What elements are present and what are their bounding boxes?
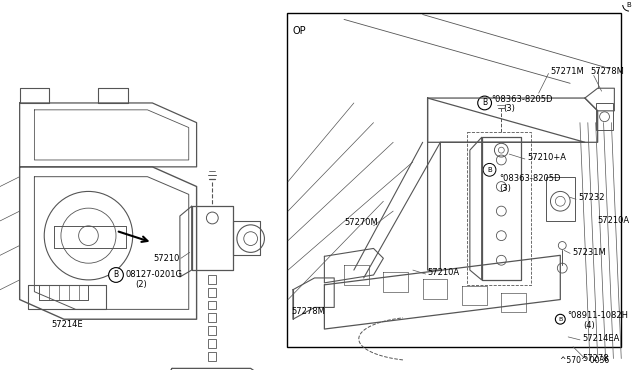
Text: 08127-0201G: 08127-0201G	[126, 270, 183, 279]
Bar	[209, 301, 216, 310]
Circle shape	[556, 314, 565, 324]
Bar	[287, 13, 621, 347]
Circle shape	[109, 267, 124, 282]
Text: (3): (3)	[503, 105, 515, 113]
Bar	[596, 103, 613, 131]
Text: °08911-1082H: °08911-1082H	[567, 311, 628, 320]
Bar	[467, 132, 531, 285]
Text: 57271M: 57271M	[550, 67, 584, 76]
Text: 57214EA: 57214EA	[582, 334, 620, 343]
Circle shape	[477, 96, 492, 110]
Text: B: B	[113, 270, 118, 279]
Text: °08363-8205D
(3): °08363-8205D (3)	[499, 174, 561, 193]
Bar	[209, 313, 216, 322]
Text: 57210: 57210	[154, 254, 180, 263]
Text: B: B	[558, 317, 563, 322]
Bar	[209, 352, 216, 360]
Bar	[545, 177, 575, 221]
Text: 57278: 57278	[582, 354, 609, 363]
Text: °08363-8205D: °08363-8205D	[492, 94, 553, 103]
Text: 57210+A: 57210+A	[527, 153, 566, 161]
Circle shape	[623, 0, 636, 11]
Bar	[209, 326, 216, 335]
Text: 57231M: 57231M	[572, 248, 606, 257]
Text: B: B	[482, 99, 487, 108]
Bar	[209, 339, 216, 348]
Circle shape	[483, 163, 496, 176]
Text: B: B	[627, 1, 632, 8]
Bar	[209, 275, 216, 284]
Text: OP: OP	[293, 26, 307, 36]
Text: 57278M: 57278M	[591, 67, 625, 76]
Text: 57214E: 57214E	[51, 320, 83, 328]
Text: (4): (4)	[583, 321, 595, 330]
Text: ^570^ 0036: ^570^ 0036	[560, 356, 609, 365]
Text: (2): (2)	[136, 280, 147, 289]
Bar	[209, 288, 216, 296]
Text: 57278M: 57278M	[291, 307, 325, 316]
Text: 57210A: 57210A	[428, 267, 460, 276]
Text: 57232: 57232	[578, 193, 605, 202]
Text: B: B	[487, 167, 492, 173]
Text: 57210A: 57210A	[598, 217, 630, 225]
Text: 57270M: 57270M	[344, 218, 378, 227]
